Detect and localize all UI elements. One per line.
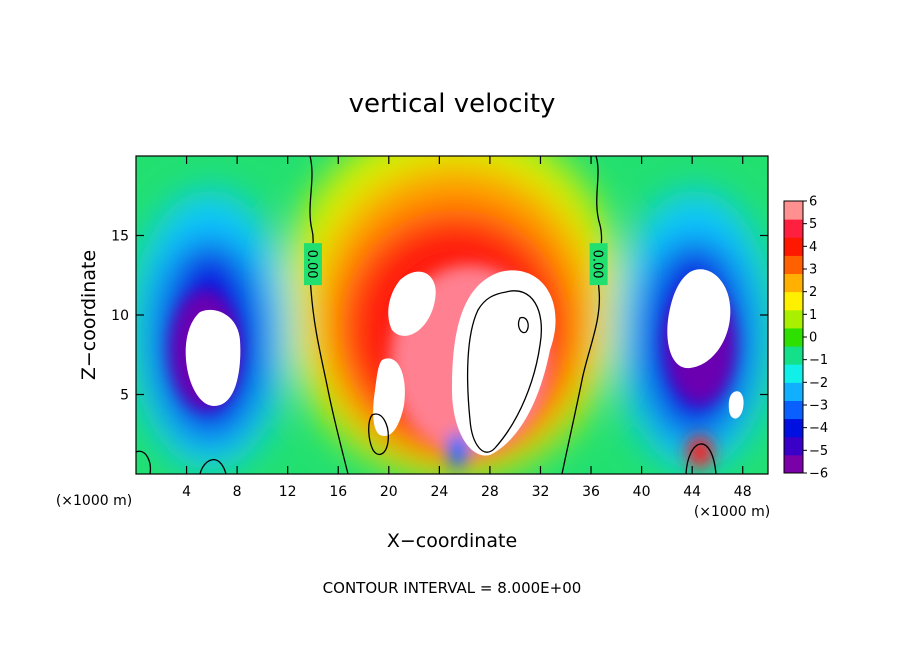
contour-surface-left <box>199 459 227 474</box>
colorbar-label-10: −4 <box>809 421 828 436</box>
y-tick-label-1: 10 <box>111 308 129 324</box>
colorbar-label-6: 0 <box>809 331 817 346</box>
x-tick-label-4: 20 <box>380 484 398 500</box>
x-unit-left: (×1000 m) <box>56 493 132 509</box>
saturated-downdraft-right <box>667 269 731 369</box>
contour-zero-left <box>309 156 349 474</box>
colorbar-segment-13 <box>784 219 803 238</box>
colorbar-segment-1 <box>784 436 803 456</box>
contour-interval-note: CONTOUR INTERVAL = 8.000E+00 <box>323 579 582 597</box>
contour-label-0: 0.00 <box>304 250 319 279</box>
x-tick-label-10: 44 <box>683 484 701 500</box>
colorbar-segment-7 <box>784 327 803 347</box>
surface-cell <box>687 436 713 468</box>
surface-downdraft <box>446 432 470 468</box>
colorbar-segment-14 <box>784 201 803 220</box>
colorbar-label-1: 5 <box>809 217 817 232</box>
colorbar-segment-12 <box>784 237 803 256</box>
colorbar-segment-9 <box>784 291 803 311</box>
colorbar-segment-11 <box>784 255 803 275</box>
x-tick-label-0: 4 <box>182 484 191 500</box>
x-tick-label-6: 28 <box>481 484 499 500</box>
colorbar-label-4: 2 <box>809 285 817 300</box>
colorbar-segment-10 <box>784 273 803 293</box>
colorbar-label-8: −2 <box>809 376 828 391</box>
y-axis: 5 10 15 <box>111 229 768 404</box>
saturated-downdraft-right-small <box>728 391 744 419</box>
x-tick-label-1: 8 <box>233 484 242 500</box>
contour-updraft <box>466 290 542 453</box>
colorbar-label-5: 1 <box>809 308 817 323</box>
x-tick-label-5: 24 <box>430 484 448 500</box>
plot-area: 0.00 0.00 <box>136 156 768 474</box>
colorbar-segment-8 <box>784 309 803 329</box>
colorbar-label-9: −3 <box>809 399 828 414</box>
y-tick-label-0: 5 <box>120 388 129 404</box>
x-tick-label-9: 40 <box>633 484 651 500</box>
saturated-downdraft-left <box>185 309 241 406</box>
contour-label-bg-0 <box>303 243 322 286</box>
colorbar-segment-2 <box>784 418 803 438</box>
colorbar: 6 5 4 3 2 1 0 −1 −2 −3 −4 −5 −6 <box>783 195 828 482</box>
contour-zero-right <box>561 156 603 474</box>
contour-label-bg-1 <box>589 243 608 286</box>
colorbar-segment-6 <box>784 346 803 365</box>
contour-low-cell <box>368 413 389 456</box>
x-tick-label-2: 12 <box>279 484 297 500</box>
y-axis-label: Z−coordinate <box>78 250 100 380</box>
colorbar-label-12: −6 <box>809 467 828 482</box>
colorbar-label-0: 6 <box>809 195 817 210</box>
colorbar-label-2: 4 <box>809 240 817 255</box>
saturated-updraft-upper <box>388 271 436 336</box>
x-unit-right: (×1000 m) <box>694 504 770 520</box>
x-axis-label: X−coordinate <box>387 530 517 552</box>
x-tick-label-7: 32 <box>532 484 550 500</box>
x-tick-label-8: 36 <box>582 484 600 500</box>
x-axis: 4 8 12 16 20 24 28 32 36 40 44 48 <box>182 156 752 500</box>
colorbar-segment-5 <box>784 364 803 383</box>
saturated-updraft-main <box>452 270 556 456</box>
contour-label-group: 0.00 0.00 <box>303 243 608 286</box>
colorbar-label-11: −5 <box>809 444 828 459</box>
contour-lines <box>136 156 717 474</box>
contour-surface-corner <box>136 450 152 474</box>
colorbar-label-3: 3 <box>809 263 817 278</box>
saturated-regions <box>185 269 744 456</box>
colorbar-segment-3 <box>784 400 803 420</box>
contour-updraft-inner <box>517 316 529 334</box>
contour-surface-right <box>685 443 717 474</box>
x-tick-label-3: 16 <box>329 484 347 500</box>
colorbar-segment-4 <box>784 382 803 401</box>
colorbar-segment-0 <box>784 454 803 474</box>
chart-title: vertical velocity <box>349 89 556 119</box>
x-tick-label-11: 48 <box>734 484 752 500</box>
colorbar-label-7: −1 <box>809 353 828 368</box>
y-tick-label-2: 15 <box>111 229 129 245</box>
contour-label-1: 0.00 <box>590 250 605 279</box>
